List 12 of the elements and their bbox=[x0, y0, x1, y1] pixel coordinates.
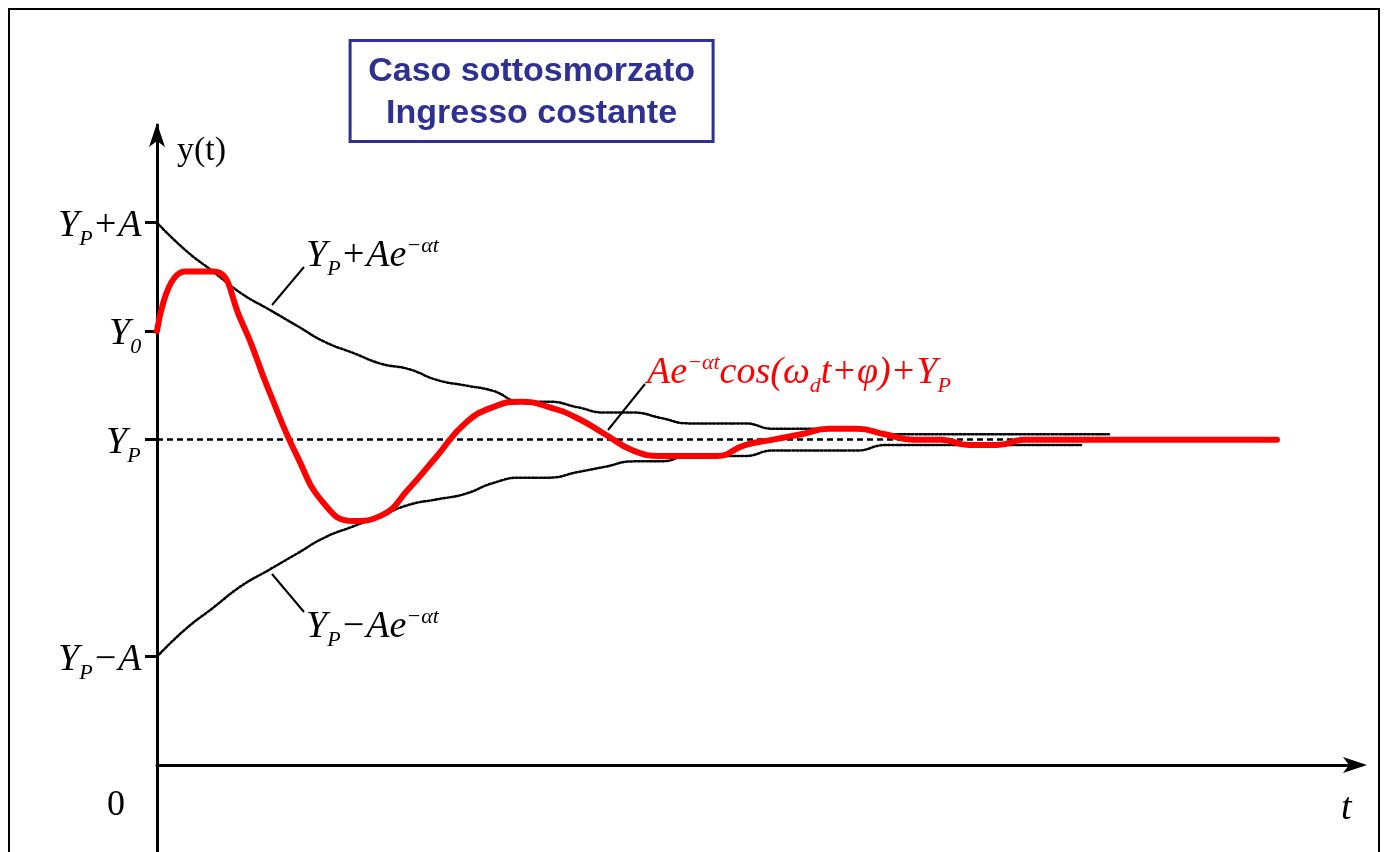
x-axis-title: t bbox=[1341, 785, 1353, 828]
text: Y$_{0}$ bbox=[109, 310, 142, 358]
text: Y$_{P}$−A bbox=[58, 635, 142, 684]
series-label: Y$_{P}$−Ae$^{−αt}$ bbox=[306, 602, 439, 651]
ref-line-label: Y$_{P}$ bbox=[106, 418, 141, 467]
text: 0 bbox=[107, 783, 125, 824]
chart-title: Caso sottosmorzato bbox=[368, 50, 695, 88]
y-axis-title: y(t) bbox=[177, 129, 227, 168]
series-label: Y$_{P}$+Ae$^{−αt}$ bbox=[306, 232, 439, 281]
series-label: Ae$^{−αt}$cos(ω$_{d}$t+φ)+Y$_{P}$ bbox=[647, 349, 951, 397]
text: Y$_{P}$+A bbox=[58, 201, 142, 250]
chart-subtitle: Ingresso costante bbox=[386, 92, 678, 130]
